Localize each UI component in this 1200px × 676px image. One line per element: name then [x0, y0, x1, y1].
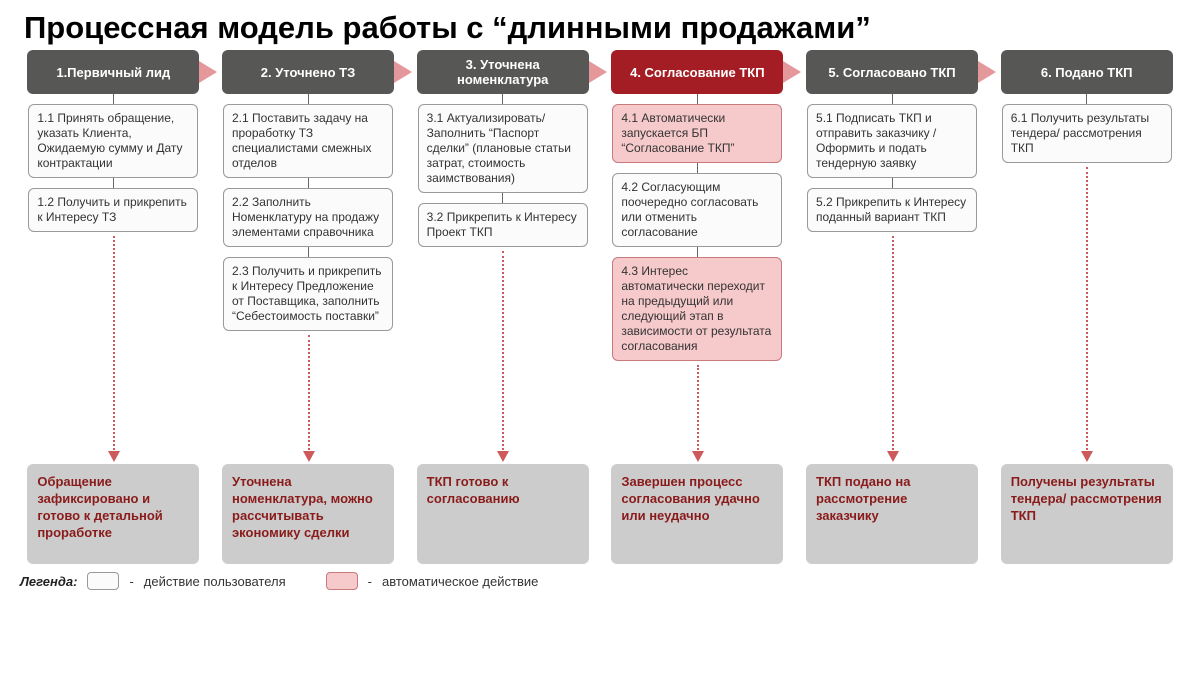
legend-dash-1: -: [129, 574, 133, 589]
legend-auto-label: автоматическое действие: [382, 574, 538, 589]
stage-column-6: 6. Подано ТКП 6.1 Получить результаты тен…: [989, 50, 1184, 464]
dotted-arrow-icon: [697, 361, 698, 464]
step-box-2-3: 2.3 Получить и прикрепить к Интересу Пре…: [223, 257, 393, 331]
connector-line: [308, 178, 309, 188]
summary-box-5: ТКП подано на рассмотрение заказчику: [806, 464, 978, 564]
stage-column-4: 4. Согласование ТКП 4.1 Автоматически зап…: [600, 50, 795, 464]
step-box-2-2: 2.2 Заполнить Номенклатуру на продажу эл…: [223, 188, 393, 247]
stage-arrow-icon: [199, 61, 217, 83]
stage-column-5: 5. Согласовано ТКП 5.1 Подписать ТКП и от…: [795, 50, 990, 464]
step-box-4-3: 4.3 Интерес автоматически переходит на п…: [612, 257, 782, 361]
step-box-1-2: 1.2 Получить и прикрепить к Интересу ТЗ: [28, 188, 198, 232]
step-box-5-2: 5.2 Прикрепить к Интересу поданный вариа…: [807, 188, 977, 232]
summary-box-6: Получены результаты тендера/ рассмотрени…: [1001, 464, 1173, 564]
legend-swatch-user: [87, 572, 119, 590]
stages-row: 1.Первичный лид 1.1 Принять обращение, ук…: [0, 50, 1200, 464]
connector-line: [697, 94, 698, 104]
stage-arrow-icon: [394, 61, 412, 83]
step-box-3-2: 3.2 Прикрепить к Интересу Проект ТКП: [418, 203, 588, 247]
stage-column-3: 3. Уточнена номенклатура 3.1 Актуализиров…: [405, 50, 600, 464]
summary-box-3: ТКП готово к согласованию: [417, 464, 589, 564]
connector-line: [502, 193, 503, 203]
step-box-2-1: 2.1 Поставить задачу на проработку ТЗ сп…: [223, 104, 393, 178]
stage-arrow-icon: [978, 61, 996, 83]
stage-header-2: 2. Уточнено ТЗ: [222, 50, 394, 94]
dotted-arrow-icon: [1086, 163, 1087, 464]
summary-row: Обращение зафиксировано и готово к детал…: [0, 464, 1200, 564]
page-title: Процессная модель работы с “длинными про…: [0, 0, 1200, 50]
dotted-arrow-icon: [502, 247, 503, 464]
steps-area-4: 4.1 Автоматически запускается БП “Соглас…: [612, 94, 782, 464]
step-box-4-1: 4.1 Автоматически запускается БП “Соглас…: [612, 104, 782, 163]
summary-column-5: ТКП подано на рассмотрение заказчику: [795, 464, 990, 564]
connector-line: [113, 94, 114, 104]
stage-column-1: 1.Первичный лид 1.1 Принять обращение, ук…: [16, 50, 211, 464]
connector-line: [892, 178, 893, 188]
steps-area-6: 6.1 Получить результаты тендера/ рассмот…: [1002, 94, 1172, 464]
step-box-4-2: 4.2 Согласующим поочередно согласовать и…: [612, 173, 782, 247]
summary-column-4: Завершен процесс согласования удачно или…: [600, 464, 795, 564]
connector-line: [1086, 94, 1087, 104]
step-box-1-1: 1.1 Принять обращение, указать Клиента, …: [28, 104, 198, 178]
dotted-arrow-icon: [308, 331, 309, 464]
summary-box-2: Уточнена номенклатура, можно рассчитыват…: [222, 464, 394, 564]
stage-arrow-icon: [589, 61, 607, 83]
connector-line: [892, 94, 893, 104]
summary-box-1: Обращение зафиксировано и готово к детал…: [27, 464, 199, 564]
stage-header-6: 6. Подано ТКП: [1001, 50, 1173, 94]
dotted-arrow-icon: [113, 232, 114, 464]
stage-header-3: 3. Уточнена номенклатура: [417, 50, 589, 94]
stage-header-1: 1.Первичный лид: [27, 50, 199, 94]
legend-swatch-auto: [326, 572, 358, 590]
step-box-5-1: 5.1 Подписать ТКП и отправить заказчику …: [807, 104, 977, 178]
summary-column-6: Получены результаты тендера/ рассмотрени…: [989, 464, 1184, 564]
connector-line: [308, 94, 309, 104]
legend-title: Легенда:: [20, 574, 77, 589]
steps-area-2: 2.1 Поставить задачу на проработку ТЗ сп…: [223, 94, 393, 464]
stage-column-2: 2. Уточнено ТЗ 2.1 Поставить задачу на пр…: [211, 50, 406, 464]
summary-column-3: ТКП готово к согласованию: [405, 464, 600, 564]
legend-dash-2: -: [368, 574, 372, 589]
steps-area-3: 3.1 Актуализировать/ Заполнить “Паспорт …: [418, 94, 588, 464]
stage-header-4: 4. Согласование ТКП: [611, 50, 783, 94]
stage-header-5: 5. Согласовано ТКП: [806, 50, 978, 94]
summary-box-4: Завершен процесс согласования удачно или…: [611, 464, 783, 564]
connector-line: [308, 247, 309, 257]
legend: Легенда: - действие пользователя - автом…: [0, 564, 1200, 590]
connector-line: [697, 163, 698, 173]
steps-area-1: 1.1 Принять обращение, указать Клиента, …: [28, 94, 198, 464]
summary-column-1: Обращение зафиксировано и готово к детал…: [16, 464, 211, 564]
steps-area-5: 5.1 Подписать ТКП и отправить заказчику …: [807, 94, 977, 464]
step-box-3-1: 3.1 Актуализировать/ Заполнить “Паспорт …: [418, 104, 588, 193]
legend-user-label: действие пользователя: [144, 574, 286, 589]
stage-arrow-icon: [783, 61, 801, 83]
step-box-6-1: 6.1 Получить результаты тендера/ рассмот…: [1002, 104, 1172, 163]
summary-column-2: Уточнена номенклатура, можно рассчитыват…: [211, 464, 406, 564]
connector-line: [502, 94, 503, 104]
connector-line: [697, 247, 698, 257]
connector-line: [113, 178, 114, 188]
dotted-arrow-icon: [892, 232, 893, 464]
